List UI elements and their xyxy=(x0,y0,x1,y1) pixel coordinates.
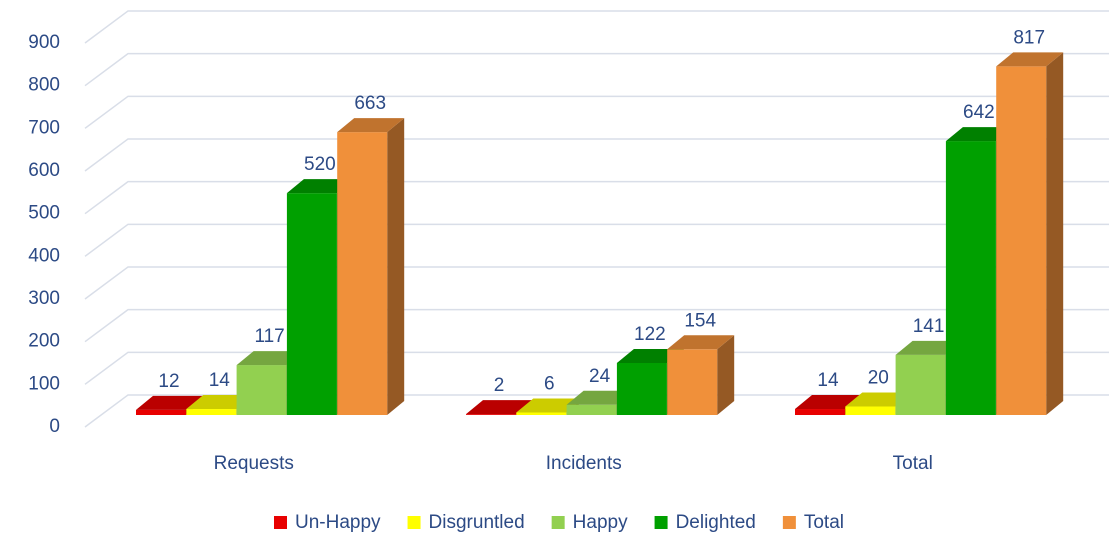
bar xyxy=(795,409,845,415)
grid-line xyxy=(84,138,1109,172)
legend-label: Total xyxy=(804,512,844,533)
legend-swatch xyxy=(551,516,565,529)
y-tick-label: 700 xyxy=(28,117,60,138)
value-label: 24 xyxy=(589,366,611,387)
legend-swatch xyxy=(407,516,421,529)
bar-top xyxy=(236,351,304,366)
value-label: 154 xyxy=(684,310,716,331)
value-label: 20 xyxy=(868,367,889,388)
x-tick-label: Total xyxy=(893,453,933,474)
bar-top xyxy=(795,395,862,410)
legend-label: Disgruntled xyxy=(429,512,525,533)
bar-top xyxy=(337,118,405,133)
value-label: 2 xyxy=(494,375,505,396)
bar-top xyxy=(996,52,1064,67)
bar xyxy=(996,66,1047,415)
bar-top xyxy=(566,390,634,405)
bar-side xyxy=(1046,52,1064,416)
bar-top xyxy=(895,340,963,355)
value-label: 817 xyxy=(1013,27,1045,48)
x-tick-label: Requests xyxy=(214,453,294,474)
bar xyxy=(136,409,186,415)
bar xyxy=(945,141,996,415)
y-tick-label: 100 xyxy=(28,373,60,394)
legend-label: Happy xyxy=(573,512,628,533)
bar-top xyxy=(667,335,735,350)
value-label: 141 xyxy=(913,316,945,337)
bar-top xyxy=(286,179,354,194)
bar xyxy=(236,365,287,415)
y-tick-label: 800 xyxy=(28,75,60,96)
bar xyxy=(186,409,237,415)
bar-top xyxy=(516,398,584,413)
y-tick-label: 600 xyxy=(28,160,60,181)
grid-line xyxy=(84,223,1109,257)
y-tick-label: 200 xyxy=(28,331,60,352)
bar xyxy=(337,132,388,415)
bar-side xyxy=(387,118,405,416)
value-label: 14 xyxy=(209,370,231,391)
value-label: 14 xyxy=(817,370,839,391)
bar-top xyxy=(616,348,684,363)
bar-top xyxy=(136,395,203,410)
bar xyxy=(466,414,516,415)
value-label: 12 xyxy=(158,371,179,392)
bar xyxy=(667,349,718,415)
bar-top xyxy=(845,392,913,407)
value-label: 642 xyxy=(963,102,995,123)
grid-line xyxy=(84,95,1109,129)
grid-line xyxy=(84,10,1109,44)
legend-swatch xyxy=(654,516,668,529)
bar-top xyxy=(466,400,533,415)
grid-line xyxy=(84,52,1109,87)
bar xyxy=(566,404,617,415)
value-label: 122 xyxy=(634,324,666,345)
legend-swatch xyxy=(782,516,796,529)
y-tick-label: 500 xyxy=(28,203,60,224)
bar xyxy=(516,412,567,415)
value-label: 663 xyxy=(354,93,386,114)
bar xyxy=(895,354,946,415)
bar xyxy=(845,406,896,415)
y-tick-label: 400 xyxy=(28,245,60,266)
bar-top xyxy=(186,395,254,410)
value-label: 117 xyxy=(254,326,284,347)
grid-line xyxy=(84,394,1109,428)
y-tick-label: 900 xyxy=(28,32,60,53)
y-tick-label: 0 xyxy=(49,416,60,437)
bar-side xyxy=(717,335,735,415)
grid-line xyxy=(84,266,1109,300)
bar xyxy=(286,193,337,415)
legend-label: Un-Happy xyxy=(295,512,381,533)
grid-line xyxy=(84,180,1109,215)
y-tick-label: 300 xyxy=(28,288,60,309)
bar-top xyxy=(945,127,1013,142)
grid-line xyxy=(84,308,1109,343)
legend-label: Delighted xyxy=(676,512,756,533)
x-tick-label: Incidents xyxy=(546,453,622,474)
bar xyxy=(616,362,667,415)
value-label: 6 xyxy=(544,373,555,394)
value-label: 520 xyxy=(304,154,336,175)
legend-swatch xyxy=(274,516,287,529)
grid-line xyxy=(84,351,1109,385)
